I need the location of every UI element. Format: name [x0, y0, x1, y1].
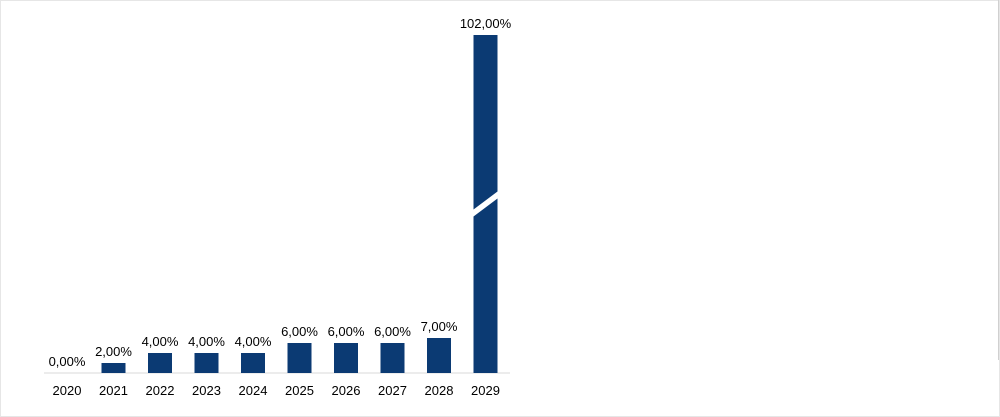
x-tick-label-2023: 2023	[192, 383, 221, 398]
x-tick-label-2024: 2024	[239, 383, 268, 398]
data-label-2021: 2,00%	[95, 344, 132, 359]
x-tick-label-2020: 2020	[53, 383, 82, 398]
data-label-2026: 6,00%	[328, 324, 365, 339]
data-label-2025: 6,00%	[281, 324, 318, 339]
data-label-2023: 4,00%	[188, 334, 225, 349]
data-label-2027: 6,00%	[374, 324, 411, 339]
bar-2022	[148, 353, 172, 373]
data-label-2024: 4,00%	[235, 334, 272, 349]
axis-break-mark	[471, 190, 500, 218]
bar-2021	[101, 363, 126, 373]
bar-2023	[194, 353, 219, 373]
frame-divider	[998, 0, 999, 360]
data-label-2020: 0,00%	[49, 354, 86, 369]
x-tick-label-2021: 2021	[99, 383, 128, 398]
data-label-2028: 7,00%	[421, 319, 458, 334]
x-tick-label-2026: 2026	[332, 383, 361, 398]
x-tick-label-2027: 2027	[378, 383, 407, 398]
bar-2026	[334, 343, 358, 373]
data-label-2022: 4,00%	[142, 334, 179, 349]
x-tick-label-2028: 2028	[425, 383, 454, 398]
x-tick-label-2022: 2022	[146, 383, 175, 398]
bar-2025	[287, 343, 312, 373]
x-tick-label-2029: 2029	[471, 383, 500, 398]
bar-2027	[380, 343, 405, 373]
data-label-2029: 102,00%	[460, 16, 512, 31]
bar-2024	[241, 353, 265, 373]
bar-2028	[427, 338, 451, 373]
x-tick-label-2025: 2025	[285, 383, 314, 398]
